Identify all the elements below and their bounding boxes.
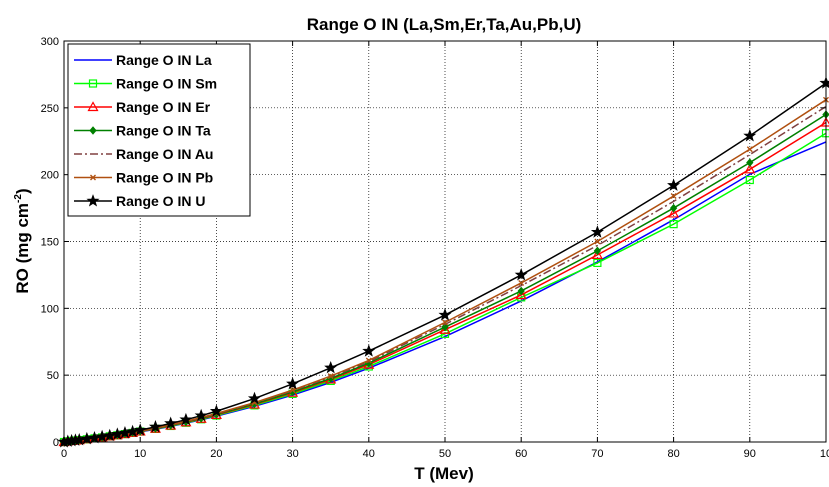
legend-item: Range O IN U: [74, 193, 205, 209]
data-point-star: [179, 412, 193, 426]
y-tick-label: 300: [41, 36, 59, 48]
x-tick-label: 0: [61, 448, 67, 460]
x-axis-label: T (Mev): [414, 464, 474, 483]
legend-label: Range O IN Er: [116, 99, 211, 115]
data-point-star: [743, 129, 757, 142]
data-point-square: [88, 79, 98, 88]
legend-label: Range O IN Ta: [116, 123, 211, 139]
data-point-diamond: [89, 126, 97, 135]
data-point-x: [518, 279, 525, 286]
legend-label: Range O IN Sm: [116, 76, 217, 92]
y-tick-label: 250: [41, 103, 59, 115]
data-point-star: [667, 178, 681, 191]
data-point-star: [133, 423, 147, 436]
chart-title: Range O IN (La,Sm,Er,Ta,Au,Pb,U): [307, 15, 582, 34]
legend-item: Range O IN Pb: [74, 170, 213, 186]
data-point-x: [746, 146, 753, 153]
y-axis-label-close: ): [13, 188, 32, 194]
legend-label: Range O IN La: [116, 52, 212, 68]
x-tick-label: 20: [210, 448, 222, 460]
y-axis-label: RO (mg cm-2): [13, 188, 32, 293]
data-point-x: [289, 387, 296, 394]
x-tick-label: 10: [134, 448, 146, 460]
data-point-star: [164, 416, 178, 429]
x-tick-label: 50: [439, 448, 451, 460]
series-layer: [57, 76, 829, 448]
legend-label: Range O IN Pb: [116, 170, 213, 186]
data-point-x: [442, 319, 448, 326]
x-tick-label: 30: [286, 448, 298, 460]
data-point-diamond: [669, 203, 678, 213]
data-point-square: [745, 175, 754, 185]
data-point-x: [365, 357, 372, 364]
data-point-star: [362, 344, 376, 357]
data-point-star: [438, 308, 452, 321]
data-point-star: [86, 194, 100, 207]
data-point-diamond: [517, 286, 525, 296]
data-point-triangle: [439, 323, 451, 334]
y-tick-label: 50: [47, 370, 59, 382]
data-point-x: [90, 174, 96, 181]
data-point-star: [286, 376, 300, 390]
legend: Range O IN La Range O IN Sm Range O IN Er R…: [67, 43, 251, 217]
data-point-diamond: [441, 322, 449, 332]
x-tick-label: 40: [363, 448, 375, 460]
data-point-star: [590, 225, 604, 238]
x-tick-label: 70: [591, 448, 603, 460]
legend-item: Range O IN La: [74, 52, 212, 68]
legend-label: Range O IN U: [116, 193, 205, 209]
legend-item: Range O IN Ta: [74, 123, 211, 139]
data-point-triangle: [591, 249, 603, 259]
y-axis-label-main: RO (mg cm: [13, 203, 32, 294]
ticks: 010203040506070809010050100150200250300: [41, 36, 829, 460]
data-point-triangle: [668, 207, 680, 218]
legend-item: Range O IN Au: [74, 146, 214, 162]
data-point-diamond: [746, 158, 754, 167]
x-tick-label: 90: [744, 448, 756, 460]
data-point-triangle: [515, 289, 527, 300]
data-point-star: [324, 360, 338, 374]
legend-item: Range O IN Sm: [74, 76, 217, 92]
data-point-star: [194, 408, 208, 422]
data-point-star: [247, 391, 262, 405]
data-point-diamond: [593, 246, 602, 256]
data-point-square: [593, 258, 602, 267]
data-point-star: [148, 420, 162, 433]
data-point-square: [669, 220, 678, 229]
y-tick-label: 0: [53, 437, 59, 449]
y-axis-label-superscript: -2: [13, 194, 24, 203]
y-tick-label: 100: [41, 303, 59, 315]
data-point-x: [594, 238, 601, 245]
y-tick-label: 150: [41, 237, 59, 249]
data-point-star: [514, 268, 528, 281]
data-point-triangle: [744, 163, 756, 174]
legend-label: Range O IN Au: [116, 146, 214, 162]
data-point-star: [209, 404, 223, 417]
x-tick-label: 10: [820, 448, 829, 460]
x-tick-label: 80: [667, 448, 679, 460]
x-tick-label: 60: [515, 448, 527, 460]
data-point-x: [327, 373, 334, 380]
data-point-x: [670, 193, 677, 200]
data-point-triangle: [87, 101, 99, 112]
y-tick-label: 200: [41, 170, 59, 182]
legend-item: Range O IN Er: [74, 99, 211, 115]
series: [57, 76, 829, 448]
